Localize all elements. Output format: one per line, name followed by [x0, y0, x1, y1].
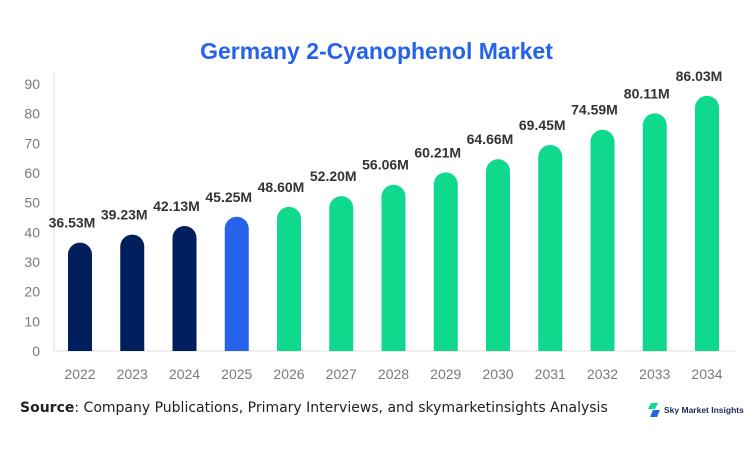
y-tick-label: 30: [24, 254, 40, 270]
x-tick-label: 2024: [169, 366, 200, 382]
data-label: 36.53M: [49, 215, 96, 231]
y-tick-label: 50: [24, 195, 40, 211]
logo-text: Sky Market Insights: [664, 405, 744, 415]
bar-2029: [433, 172, 458, 351]
data-label: 45.25M: [205, 189, 252, 205]
data-label: 60.21M: [414, 144, 461, 160]
y-tick-label: 40: [24, 224, 40, 240]
data-label: 86.03M: [676, 68, 723, 84]
logo: Sky Market Insights: [648, 403, 744, 417]
x-tick-label: 2033: [639, 366, 670, 382]
y-tick-label: 80: [24, 106, 40, 122]
data-label: 48.60M: [258, 179, 305, 195]
source-label: Source: [20, 400, 75, 416]
y-tick-label: 60: [24, 165, 40, 181]
x-tick-label: 2023: [117, 366, 148, 382]
data-label: 42.13M: [153, 198, 200, 214]
source-note: Source: Company Publications, Primary In…: [20, 400, 608, 416]
x-tick-label: 2026: [273, 366, 304, 382]
x-tick-label: 2031: [535, 366, 566, 382]
bar-2034: [695, 95, 719, 351]
x-tick-label: 2030: [482, 366, 513, 382]
chart-title: Germany 2-Cyanophenol Market: [200, 38, 553, 64]
y-tick-label: 0: [32, 343, 40, 359]
data-label: 74.59M: [571, 102, 618, 118]
data-label: 39.23M: [101, 207, 148, 223]
bar-2026: [277, 206, 301, 351]
bar-2023: [120, 234, 145, 351]
x-tick-label: 2027: [326, 366, 357, 382]
data-label: 80.11M: [624, 85, 670, 101]
bar-2033: [642, 113, 667, 352]
data-label: 69.45M: [519, 117, 566, 133]
bar-2024: [172, 226, 197, 351]
bar-2022: [68, 242, 92, 351]
y-tick-label: 90: [24, 76, 40, 92]
x-tick-label: 2032: [587, 366, 618, 382]
bar-2025: [224, 216, 249, 351]
source-text: : Company Publications, Primary Intervie…: [74, 400, 608, 416]
bar-2027: [329, 196, 354, 351]
y-tick-label: 10: [24, 313, 40, 329]
x-tick-label: 2025: [221, 366, 252, 382]
bar-2031: [538, 144, 563, 351]
x-tick-label: 2028: [378, 366, 409, 382]
x-tick-label: 2022: [64, 366, 95, 382]
x-tick-label: 2029: [430, 366, 461, 382]
data-label: 64.66M: [467, 131, 514, 147]
bar-2030: [486, 159, 510, 351]
logo-icon: [648, 403, 660, 417]
bar-2032: [590, 129, 615, 351]
data-label: 52.20M: [310, 168, 357, 184]
y-tick-label: 70: [24, 135, 40, 151]
data-label: 56.06M: [362, 157, 409, 173]
y-tick-label: 20: [24, 284, 40, 300]
x-tick-label: 2034: [691, 366, 722, 382]
bar-2028: [381, 184, 406, 351]
